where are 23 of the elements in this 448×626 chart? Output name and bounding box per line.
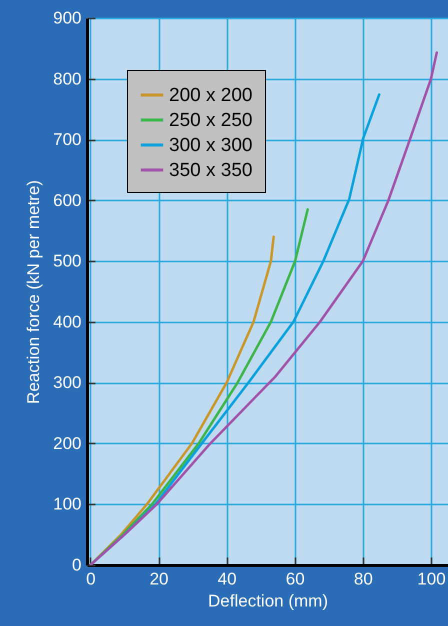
x-tick-label: 100 bbox=[417, 570, 446, 588]
y-tick-label: 700 bbox=[53, 130, 82, 150]
x-tick-label: 60 bbox=[286, 570, 305, 588]
y-tick-label: 800 bbox=[53, 69, 82, 88]
y-tick-label: 600 bbox=[53, 190, 82, 210]
x-tick-label: 20 bbox=[150, 570, 168, 588]
x-tick-label: 0 bbox=[86, 570, 96, 588]
y-tick-label: 500 bbox=[53, 252, 82, 271]
legend-label: 350 x 350 bbox=[169, 160, 252, 181]
legend-label: 300 x 300 bbox=[169, 135, 252, 156]
line-series bbox=[89, 51, 438, 565]
y-tick-label: 200 bbox=[53, 434, 82, 453]
y-axis-title: Reaction force (kN per metre) bbox=[24, 180, 44, 404]
x-axis-title: Deflection (mm) bbox=[208, 592, 328, 610]
legend-label: 250 x 250 bbox=[169, 110, 252, 131]
y-tick-label: 900 bbox=[53, 8, 82, 28]
y-tick-label: 400 bbox=[53, 312, 82, 332]
x-tick-label: 40 bbox=[218, 570, 237, 588]
legend-label: 200 x 200 bbox=[169, 85, 252, 106]
x-tick-label: 80 bbox=[354, 570, 373, 588]
y-tick-label: 100 bbox=[53, 494, 82, 514]
y-tick-label: 300 bbox=[53, 373, 82, 392]
y-tick-label: 0 bbox=[72, 556, 82, 574]
